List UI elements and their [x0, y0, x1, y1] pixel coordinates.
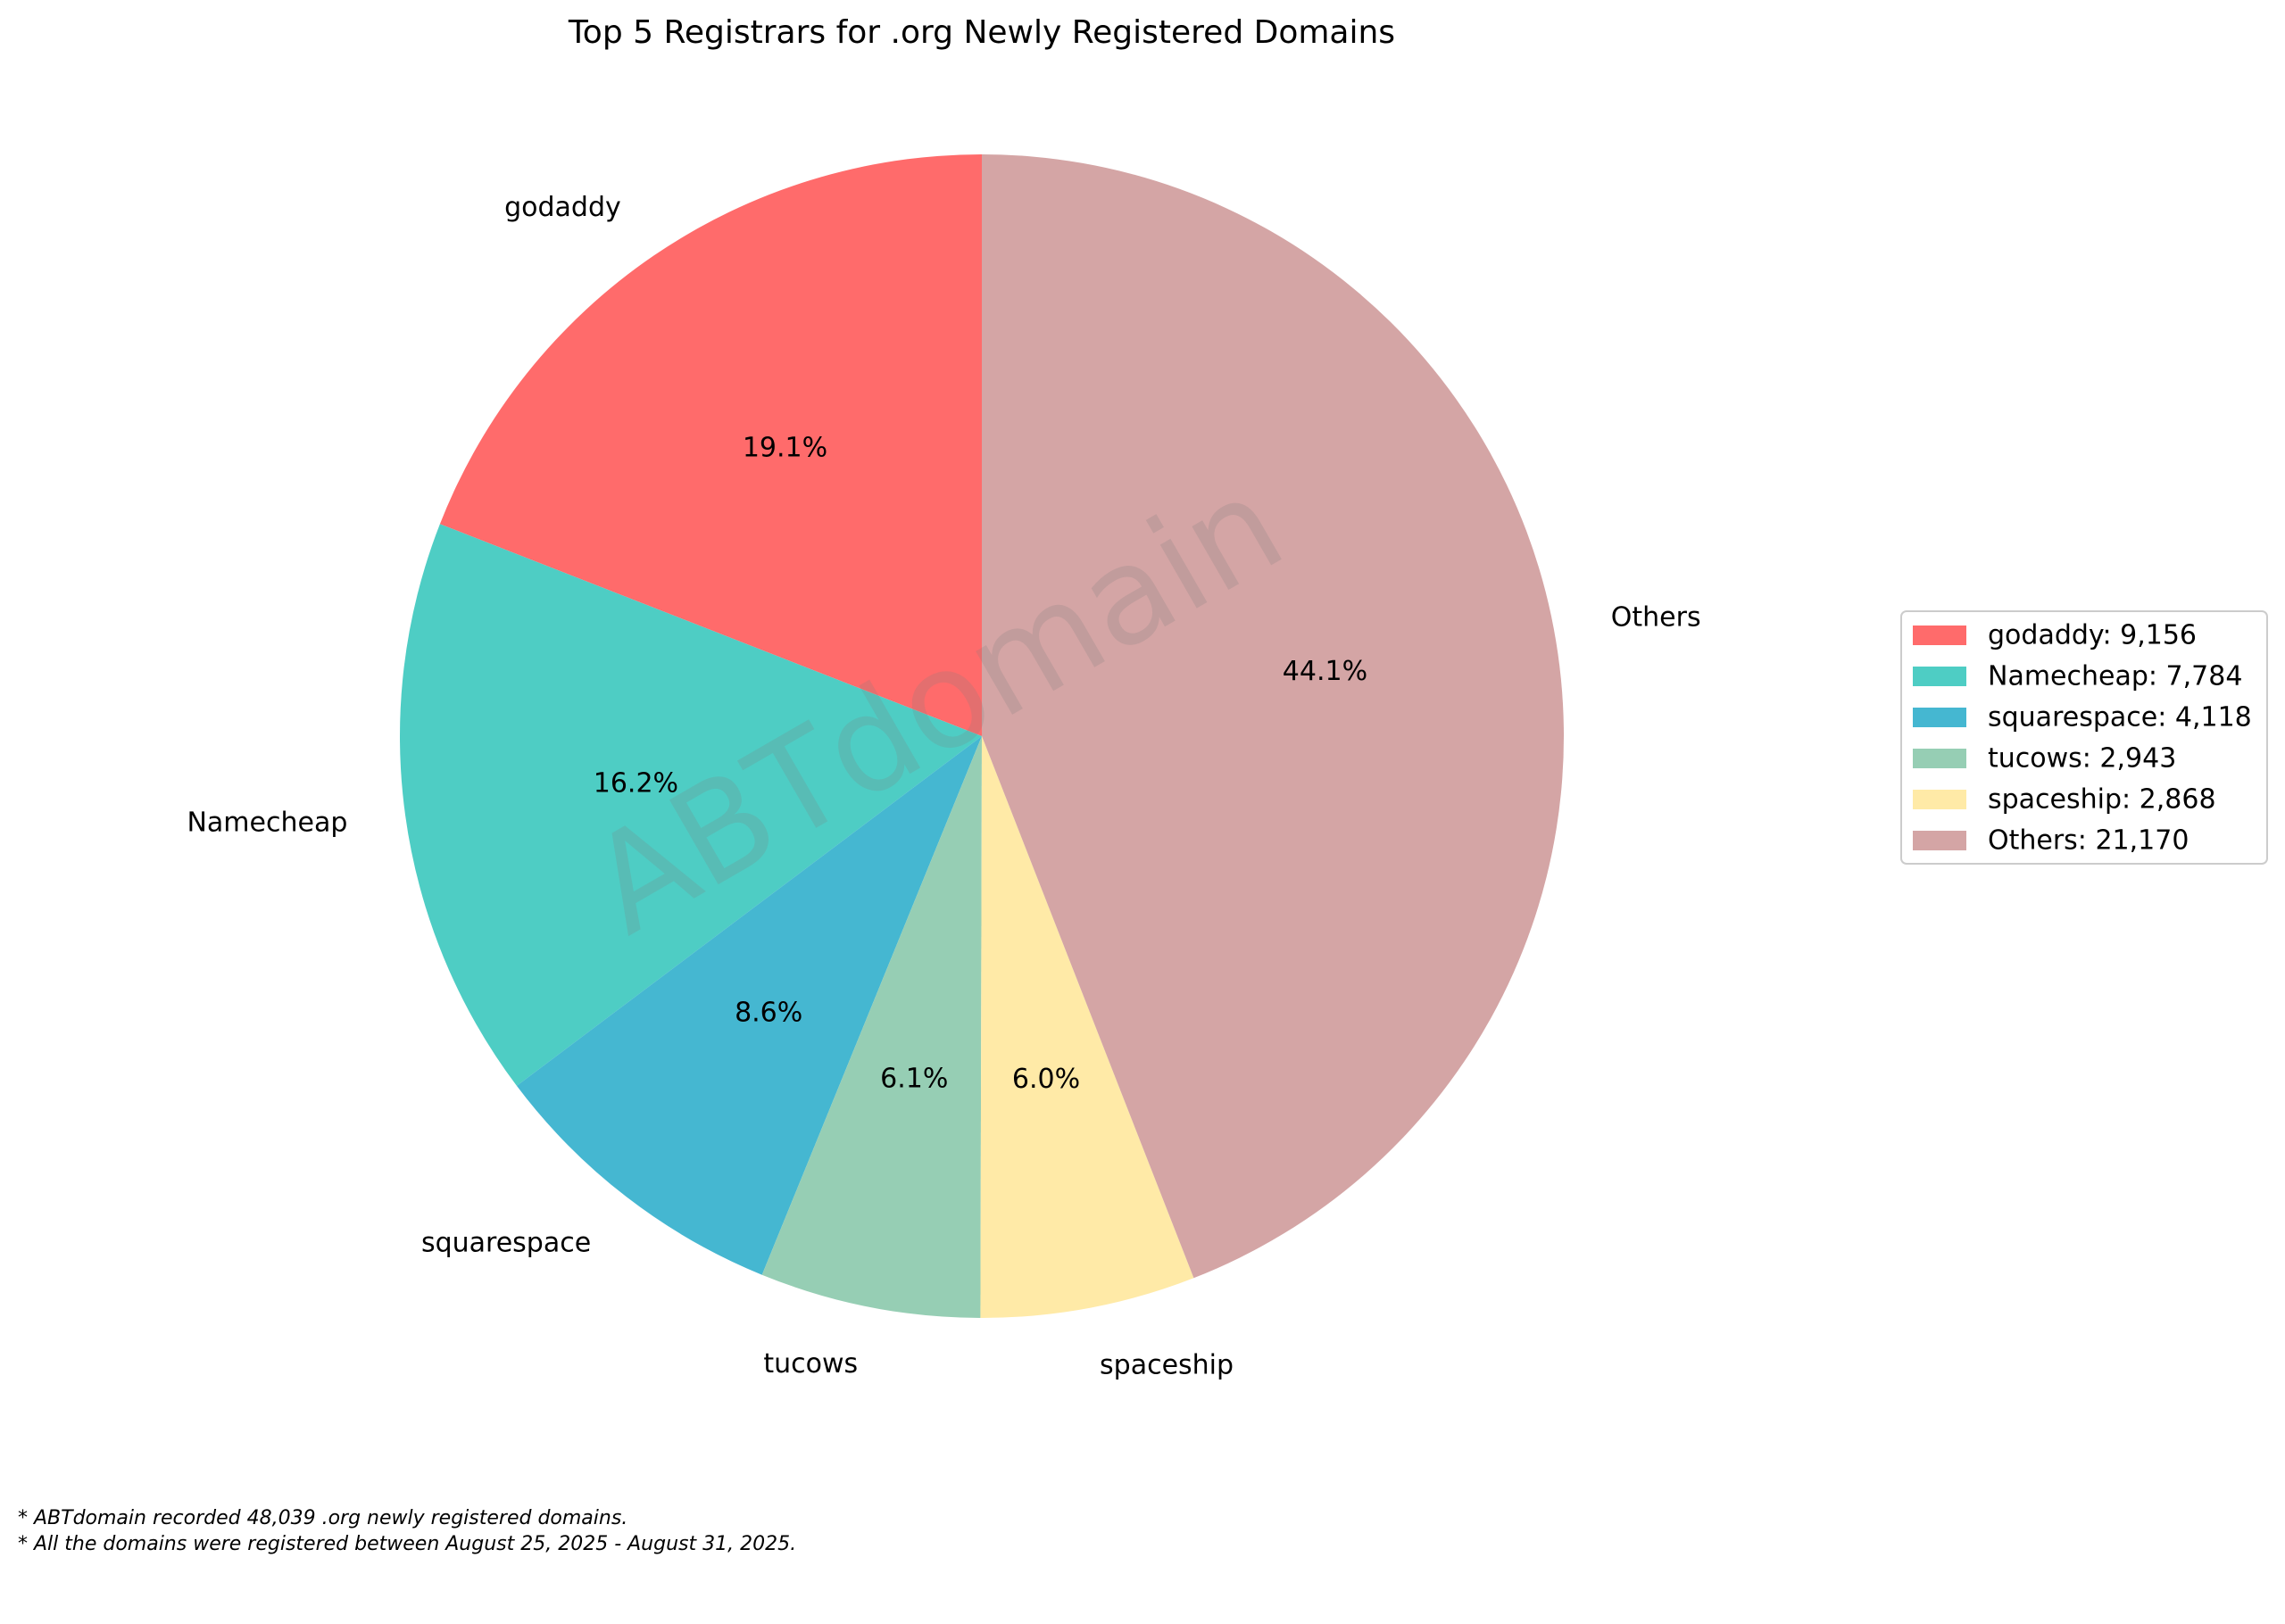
chart-title: Top 5 Registrars for .org Newly Register…	[568, 14, 1395, 51]
pie-outer-label-godaddy: godaddy	[504, 192, 621, 223]
footnote-date-range: * All the domains were registered betwee…	[18, 1533, 796, 1555]
pie-outer-label-tucows: tucows	[763, 1348, 858, 1380]
pie-percent-label-squarespace: 8.6%	[735, 997, 802, 1028]
pie-percent-labels: 19.1% 16.2% 8.6% 6.1% 6.0% 44.1%	[594, 432, 1367, 1095]
legend-label-squarespace: squarespace: 4,118	[1988, 702, 2252, 733]
legend-swatch-godaddy	[1913, 626, 1966, 645]
legend-label-namecheap: Namecheap: 7,784	[1988, 661, 2242, 692]
pie-slice-squarespace	[516, 736, 982, 1275]
pie-slice-namecheap	[399, 524, 982, 1086]
pie-outer-label-others: Others	[1611, 602, 1701, 634]
pie-percent-label-namecheap: 16.2%	[594, 767, 678, 799]
pie-percent-label-spaceship: 6.0%	[1012, 1064, 1080, 1095]
legend-swatch-others	[1913, 831, 1966, 850]
legend-swatch-tucows	[1913, 749, 1966, 768]
legend-label-others: Others: 21,170	[1988, 825, 2189, 857]
pie-outer-labels: godaddy Namecheap squarespace tucows spacesh…	[187, 192, 1700, 1380]
legend-label-godaddy: godaddy: 9,156	[1988, 620, 2197, 651]
pie-slice-spaceship	[980, 736, 1194, 1318]
pie-outer-label-spaceship: spaceship	[1100, 1349, 1234, 1380]
pie-slice-godaddy	[439, 154, 982, 736]
pie-slices	[399, 154, 1564, 1318]
legend-swatch-squarespace	[1913, 708, 1966, 727]
legend-label-spaceship: spaceship: 2,868	[1988, 784, 2216, 816]
legend-swatch-spaceship	[1913, 790, 1966, 809]
footnote-recorded: * ABTdomain recorded 48,039 .org newly r…	[18, 1507, 627, 1529]
pie-slice-others	[982, 154, 1564, 1279]
pie-outer-label-namecheap: Namecheap	[187, 808, 347, 839]
pie-percent-label-others: 44.1%	[1283, 656, 1367, 687]
pie-slice-tucows	[761, 736, 982, 1318]
legend: godaddy: 9,156 Namecheap: 7,784 squarespac…	[1900, 610, 2268, 865]
pie-percent-label-godaddy: 19.1%	[743, 432, 827, 463]
legend-label-tucows: tucows: 2,943	[1988, 743, 2176, 775]
pie-outer-label-squarespace: squarespace	[421, 1228, 591, 1259]
pie-percent-label-tucows: 6.1%	[880, 1063, 948, 1094]
legend-swatch-namecheap	[1913, 667, 1966, 686]
legend-frame	[1900, 610, 2268, 865]
